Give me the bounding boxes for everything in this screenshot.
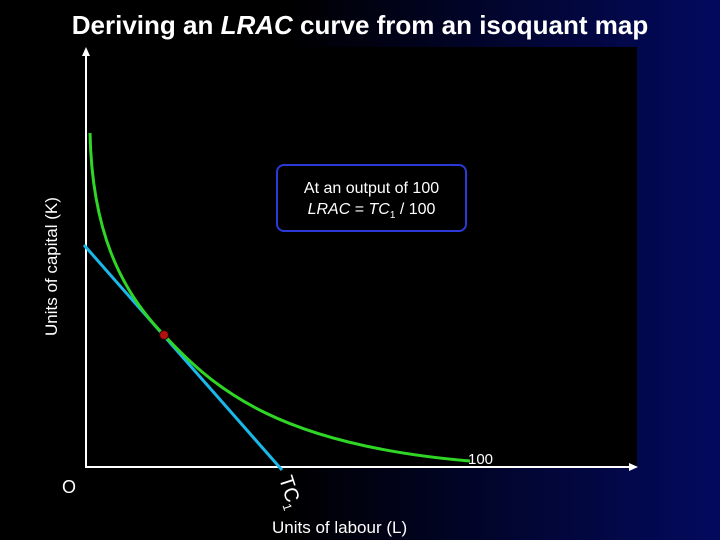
callout-line-2: LRAC = TC1 / 100 xyxy=(278,199,465,226)
plot-area xyxy=(84,47,637,468)
isoquant-output-label: 100 xyxy=(468,451,494,468)
callout-tc: TC xyxy=(368,201,390,218)
callout-lrac: LRAC xyxy=(307,201,351,218)
title-lrac: LRAC xyxy=(220,10,293,40)
origin-label: O xyxy=(62,477,77,497)
callout-tc-sub: 1 xyxy=(389,210,396,222)
x-axis-arrow xyxy=(629,463,638,471)
callout-equals: = xyxy=(350,201,369,218)
callout-divisor: / 100 xyxy=(395,201,436,218)
x-axis-label: Units of labour (L) xyxy=(272,518,408,537)
tangency-point xyxy=(159,330,169,340)
callout-line-1: At an output of 100 xyxy=(303,180,440,197)
isoquant-curve xyxy=(88,132,471,463)
lrac-callout-box: At an output of 100 LRAC = TC1 / 100 xyxy=(276,164,467,232)
y-axis-arrow xyxy=(82,47,90,56)
page-title: Deriving an LRAC curve from an isoquant … xyxy=(0,10,720,41)
y-axis-label: Units of capital (K) xyxy=(42,197,61,336)
title-prefix: Deriving an xyxy=(71,10,221,40)
isocost-line xyxy=(82,244,284,471)
title-suffix: curve from an isoquant map xyxy=(292,10,649,40)
